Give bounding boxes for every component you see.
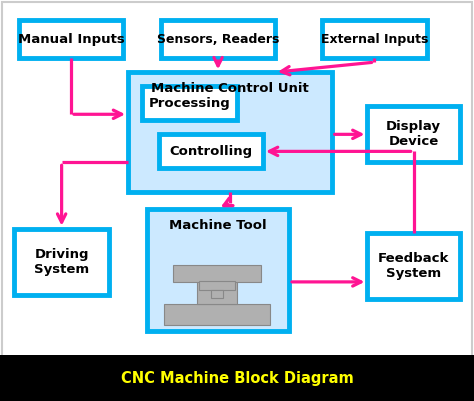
FancyBboxPatch shape: [173, 265, 261, 282]
FancyBboxPatch shape: [19, 20, 123, 58]
FancyBboxPatch shape: [159, 134, 263, 168]
FancyBboxPatch shape: [14, 229, 109, 295]
FancyBboxPatch shape: [367, 233, 460, 299]
Text: Controlling: Controlling: [169, 145, 253, 158]
Text: External Inputs: External Inputs: [321, 32, 428, 46]
Text: Display
Device: Display Device: [386, 120, 441, 148]
FancyBboxPatch shape: [211, 290, 223, 298]
Text: Machine Control Unit: Machine Control Unit: [151, 82, 309, 95]
FancyBboxPatch shape: [322, 20, 427, 58]
FancyBboxPatch shape: [197, 282, 237, 304]
Text: CNC Machine Block Diagram: CNC Machine Block Diagram: [120, 371, 354, 386]
FancyBboxPatch shape: [128, 72, 332, 192]
FancyBboxPatch shape: [142, 86, 237, 120]
Text: Sensors, Readers: Sensors, Readers: [157, 32, 279, 46]
FancyBboxPatch shape: [161, 20, 275, 58]
FancyBboxPatch shape: [367, 106, 460, 162]
Text: Processing: Processing: [149, 97, 230, 110]
Text: Driving
System: Driving System: [34, 248, 89, 275]
Text: Feedback
System: Feedback System: [378, 252, 449, 279]
FancyBboxPatch shape: [147, 209, 289, 331]
FancyBboxPatch shape: [0, 355, 474, 401]
Text: Manual Inputs: Manual Inputs: [18, 32, 125, 46]
FancyBboxPatch shape: [164, 304, 270, 325]
FancyBboxPatch shape: [199, 281, 235, 290]
Text: Machine Tool: Machine Tool: [169, 219, 267, 231]
